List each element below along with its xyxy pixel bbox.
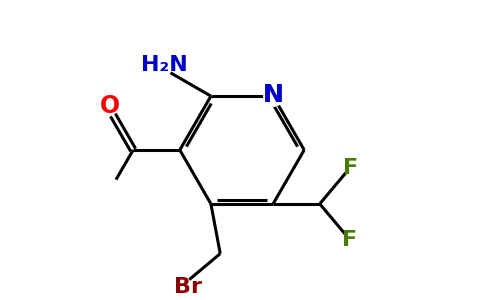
Text: N: N xyxy=(263,82,284,106)
Text: Br: Br xyxy=(174,278,202,297)
Text: F: F xyxy=(342,230,357,250)
Text: O: O xyxy=(100,94,120,118)
Text: N: N xyxy=(263,82,284,106)
Text: H₂N: H₂N xyxy=(141,55,188,75)
Text: F: F xyxy=(343,158,358,178)
